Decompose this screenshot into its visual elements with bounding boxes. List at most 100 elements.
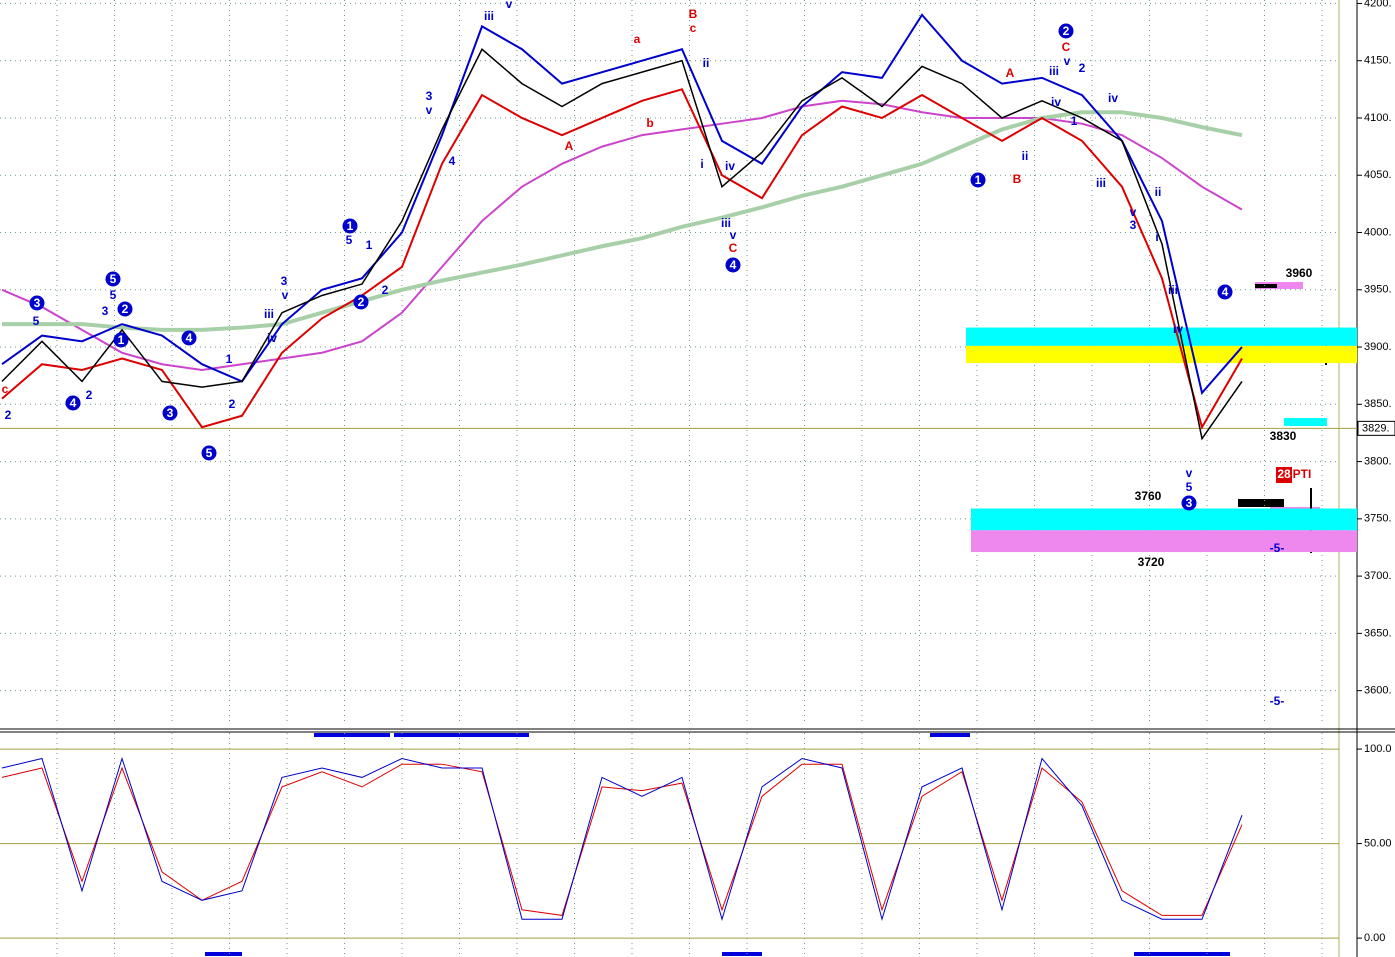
y-tick-label: 3700. [1364, 570, 1392, 582]
series-line [1, 756, 1243, 922]
wave-circle [1058, 23, 1074, 39]
y-tick-label: 3950. [1364, 284, 1392, 296]
signal-bar [1134, 952, 1230, 956]
wave-label: 2 [1063, 24, 1070, 38]
wave-label: iv [1108, 91, 1118, 105]
y-tick-label: 0.00 [1364, 932, 1385, 944]
wave-label: C [1062, 40, 1071, 54]
price-box [1357, 420, 1395, 436]
wave-label: iii [721, 216, 731, 230]
wave-circle [201, 445, 217, 461]
signal-bar [930, 733, 970, 737]
wave-label: iii [1049, 64, 1059, 78]
level-label: 3720 [1138, 555, 1165, 569]
wave-label: 2 [86, 388, 93, 402]
signal-bar [722, 952, 762, 956]
y-tick-label: 4200. [1364, 0, 1392, 9]
level-label: 3760 [1135, 489, 1162, 503]
wave-circle [353, 294, 369, 310]
wave-label: 5 [110, 272, 117, 286]
level-label: PTI [1293, 467, 1312, 481]
level-label: 3830 [1270, 429, 1297, 443]
y-tick-label: 100.0 [1364, 743, 1392, 755]
y-tick-label: 4000. [1364, 226, 1392, 238]
marker-box [1238, 499, 1284, 507]
wave-label: v [1130, 205, 1137, 219]
y-tick-label: 3800. [1364, 455, 1392, 467]
wave-label: 4 [449, 154, 456, 168]
wave-label: 3 [1130, 218, 1137, 232]
wave-label: 5 [346, 233, 353, 247]
wave-label: ii [1022, 149, 1029, 163]
wave-label: 1 [347, 219, 354, 233]
marker-box [1255, 284, 1277, 288]
series-line [1, 13, 1243, 395]
wave-label: B [689, 7, 698, 21]
y-tick-label: 4100. [1364, 112, 1392, 124]
wave-label: iii [1168, 283, 1178, 297]
wave-label: 5 [33, 314, 40, 328]
wave-label: A [1006, 66, 1015, 80]
wave-label: 4 [70, 396, 77, 410]
price-box-label: 3829. [1362, 422, 1390, 434]
wave-label: C [729, 241, 738, 255]
wave-label: 2 [1079, 61, 1086, 75]
y-tick-label: 4050. [1364, 169, 1392, 181]
signal-bar [394, 733, 529, 737]
wave-label: iv [267, 331, 277, 345]
wave-label: 4 [1222, 285, 1229, 299]
wave-label: i [700, 157, 703, 171]
y-tick-label: 4150. [1364, 55, 1392, 67]
marker-box [1284, 418, 1327, 426]
wave-label: 1 [1071, 114, 1078, 128]
y-tick-label: 3900. [1364, 341, 1392, 353]
level-label: -5- [1270, 694, 1285, 708]
wave-label: 2 [382, 283, 389, 297]
zone [971, 530, 1357, 553]
wave-circle [105, 271, 121, 287]
wave-label: 1 [118, 333, 125, 347]
wave-label: 1 [366, 238, 373, 252]
wave-label: b [646, 116, 653, 130]
wave-circle [113, 332, 129, 348]
wave-circle [342, 218, 358, 234]
wave-label: 5 [206, 446, 213, 460]
wave-label: 3 [1186, 496, 1193, 510]
wave-circle [29, 295, 45, 311]
wave-label: 3 [426, 89, 433, 103]
wave-circle [117, 301, 133, 317]
wave-label: v [282, 288, 289, 302]
wave-label: i [1155, 230, 1158, 244]
zone [966, 345, 1357, 364]
wave-label: B [1013, 172, 1022, 186]
wave-label: 1 [226, 352, 233, 366]
wave-label: 4 [186, 331, 193, 345]
wave-label: iii [264, 307, 274, 321]
wave-label: 5 [110, 288, 117, 302]
y-tick-label: 3650. [1364, 627, 1392, 639]
y-tick-label: 3850. [1364, 398, 1392, 410]
signal-bar [205, 952, 242, 956]
wave-label: v [1064, 54, 1071, 68]
series-line [2, 110, 1243, 332]
level-label: 28 [1277, 467, 1291, 481]
wave-label: 2 [358, 295, 365, 309]
signal-bar [314, 733, 390, 737]
wave-label: iii [484, 9, 494, 23]
wave-label: a [634, 32, 641, 46]
wave-label: v [426, 103, 433, 117]
wave-label: v [1186, 466, 1193, 480]
series-line [1, 88, 1243, 430]
wave-label: iv [1051, 95, 1061, 109]
zone [971, 508, 1357, 531]
level-label: 3960 [1286, 266, 1313, 280]
wave-circle [162, 405, 178, 421]
wave-label: c [690, 21, 697, 35]
wave-label: 5 [1186, 480, 1193, 494]
wave-label: 3 [102, 304, 109, 318]
wave-label: iv [725, 159, 735, 173]
wave-label: v [506, 0, 513, 11]
wave-circle [725, 257, 741, 273]
wave-label: 4 [730, 258, 737, 272]
